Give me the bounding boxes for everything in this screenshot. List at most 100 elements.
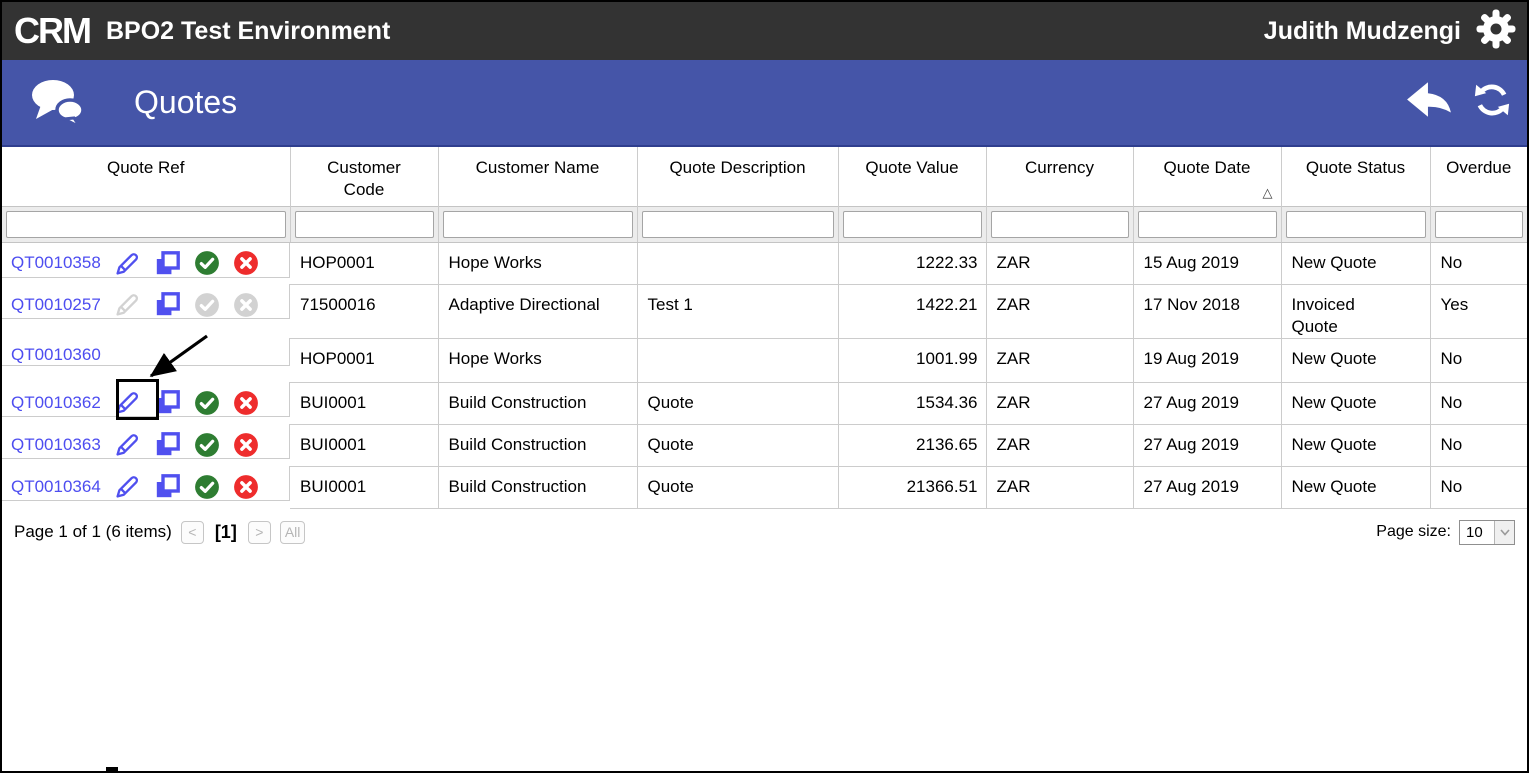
customer-name-cell: Hope Works bbox=[438, 338, 638, 383]
user-name: Judith Mudzengi bbox=[1263, 16, 1461, 45]
customer-code-cell: 71500016 bbox=[290, 284, 439, 339]
customer-name-cell: Hope Works bbox=[438, 242, 638, 285]
quote-status-cell: New Quote bbox=[1281, 338, 1431, 383]
customer-code-cell: BUI0001 bbox=[290, 466, 439, 509]
quote-status-cell: Invoiced Quote bbox=[1281, 284, 1431, 339]
quote-ref-link[interactable]: QT0010360 bbox=[11, 345, 101, 364]
table-row: QT0010364 BUI0001 Build Construction Quo… bbox=[2, 466, 1527, 509]
copy-icon[interactable] bbox=[154, 291, 181, 318]
back-button[interactable] bbox=[1405, 81, 1453, 124]
copy-icon[interactable] bbox=[154, 473, 181, 500]
overdue-cell: Yes bbox=[1430, 284, 1527, 339]
page-size-value: 10 bbox=[1466, 523, 1483, 541]
filter-quote-ref[interactable] bbox=[6, 210, 286, 238]
overdue-cell: No bbox=[1430, 242, 1527, 285]
column-header-customer-code[interactable]: Customer Code bbox=[290, 147, 439, 206]
column-header-quote-description[interactable]: Quote Description bbox=[637, 147, 839, 206]
column-header-quote-date[interactable]: Quote Date △ bbox=[1133, 147, 1282, 206]
copy-icon[interactable] bbox=[154, 389, 181, 416]
copy-icon[interactable] bbox=[154, 431, 181, 458]
all-pages-button: All bbox=[279, 520, 306, 544]
column-header-quote-value[interactable]: Quote Value bbox=[838, 147, 987, 206]
currency-cell: ZAR bbox=[986, 424, 1134, 467]
edit-icon[interactable] bbox=[114, 431, 141, 458]
filter-quote-value[interactable] bbox=[842, 210, 982, 238]
overdue-cell: No bbox=[1430, 382, 1527, 425]
filter-currency[interactable] bbox=[990, 210, 1129, 238]
column-header-overdue[interactable]: Overdue bbox=[1446, 158, 1512, 177]
quote-ref-link[interactable]: QT0010257 bbox=[11, 294, 101, 314]
reject-icon[interactable] bbox=[233, 250, 259, 276]
quote-date-cell: 19 Aug 2019 bbox=[1133, 338, 1282, 383]
quote-date-cell: 27 Aug 2019 bbox=[1133, 466, 1282, 509]
copy-icon[interactable] bbox=[154, 250, 181, 277]
filter-overdue[interactable] bbox=[1434, 210, 1523, 238]
edit-icon[interactable] bbox=[114, 473, 141, 500]
scrollbar-artifact bbox=[106, 767, 118, 771]
customer-name-cell: Build Construction bbox=[438, 424, 638, 467]
table-row: QT0010257 71500016 Adaptive Directional … bbox=[2, 284, 1527, 339]
quote-date-cell: 17 Nov 2018 bbox=[1133, 284, 1282, 339]
refresh-button[interactable] bbox=[1473, 81, 1511, 124]
back-arrow-icon bbox=[1405, 81, 1453, 124]
approve-icon-disabled bbox=[194, 292, 220, 318]
reject-icon[interactable] bbox=[233, 432, 259, 458]
overdue-cell: No bbox=[1430, 424, 1527, 467]
column-header-quote-ref[interactable]: Quote Ref bbox=[2, 147, 291, 206]
approve-icon[interactable] bbox=[194, 390, 220, 416]
customer-code-cell: BUI0001 bbox=[290, 382, 439, 425]
approve-icon[interactable] bbox=[194, 432, 220, 458]
crm-logo: CRM bbox=[14, 10, 92, 51]
chevron-down-icon bbox=[1494, 520, 1514, 544]
filter-quote-date[interactable] bbox=[1137, 210, 1277, 238]
quote-description-cell bbox=[637, 242, 839, 285]
quotes-table: Quote Ref Customer Code Customer Name Qu… bbox=[2, 147, 1527, 509]
page-header: Quotes bbox=[2, 60, 1527, 147]
column-header-quote-status[interactable]: Quote Status bbox=[1281, 147, 1431, 206]
currency-cell: ZAR bbox=[986, 284, 1134, 339]
quote-status-cell: New Quote bbox=[1281, 466, 1431, 509]
table-row: QT0010358 HOP0001 Hope Works 1222.33 ZAR… bbox=[2, 242, 1527, 285]
filter-customer-code[interactable] bbox=[294, 210, 434, 238]
quote-ref-link[interactable]: QT0010362 bbox=[11, 392, 101, 412]
table-row: QT0010363 BUI0001 Build Construction Quo… bbox=[2, 424, 1527, 467]
top-bar: CRM BPO2 Test Environment Judith Mudzeng… bbox=[2, 2, 1527, 60]
table-row: QT0010362 BUI0001 Build Construction Quo… bbox=[2, 382, 1527, 425]
approve-icon[interactable] bbox=[194, 250, 220, 276]
customer-code-cell: BUI0001 bbox=[290, 424, 439, 467]
filter-quote-description[interactable] bbox=[641, 210, 834, 238]
settings-button[interactable] bbox=[1475, 8, 1517, 55]
currency-cell: ZAR bbox=[986, 466, 1134, 509]
customer-name-cell: Build Construction bbox=[438, 466, 638, 509]
environment-title: BPO2 Test Environment bbox=[105, 16, 391, 45]
quote-date-cell: 27 Aug 2019 bbox=[1133, 424, 1282, 467]
quote-status-cell: New Quote bbox=[1281, 382, 1431, 425]
quote-date-cell: 15 Aug 2019 bbox=[1133, 242, 1282, 285]
quote-status-cell: New Quote bbox=[1281, 242, 1431, 285]
column-header-customer-name[interactable]: Customer Name bbox=[438, 147, 638, 206]
reject-icon[interactable] bbox=[233, 474, 259, 500]
quote-ref-link[interactable]: QT0010358 bbox=[11, 253, 101, 272]
quote-description-cell: Test 1 bbox=[637, 284, 839, 339]
reject-icon-disabled bbox=[233, 292, 259, 318]
quote-ref-link[interactable]: QT0010364 bbox=[11, 476, 101, 496]
quote-date-cell: 27 Aug 2019 bbox=[1133, 382, 1282, 425]
currency-cell: ZAR bbox=[986, 382, 1134, 425]
filter-customer-name[interactable] bbox=[442, 210, 633, 238]
prev-page-button: < bbox=[180, 520, 204, 544]
currency-cell: ZAR bbox=[986, 242, 1134, 285]
edit-icon[interactable] bbox=[114, 250, 141, 277]
approve-icon[interactable] bbox=[194, 474, 220, 500]
quote-status-cell: New Quote bbox=[1281, 424, 1431, 467]
quote-description-cell: Quote bbox=[637, 466, 839, 509]
page-size-select[interactable]: 10 bbox=[1459, 519, 1515, 545]
filter-quote-status[interactable] bbox=[1285, 210, 1426, 238]
customer-name-cell: Build Construction bbox=[438, 382, 638, 425]
edit-icon-highlighted[interactable] bbox=[114, 389, 141, 416]
reject-icon[interactable] bbox=[233, 390, 259, 416]
currency-cell: ZAR bbox=[986, 338, 1134, 383]
quote-ref-link[interactable]: QT0010363 bbox=[11, 434, 101, 454]
quotes-chat-icon bbox=[28, 78, 86, 128]
column-header-currency[interactable]: Currency bbox=[986, 147, 1134, 206]
